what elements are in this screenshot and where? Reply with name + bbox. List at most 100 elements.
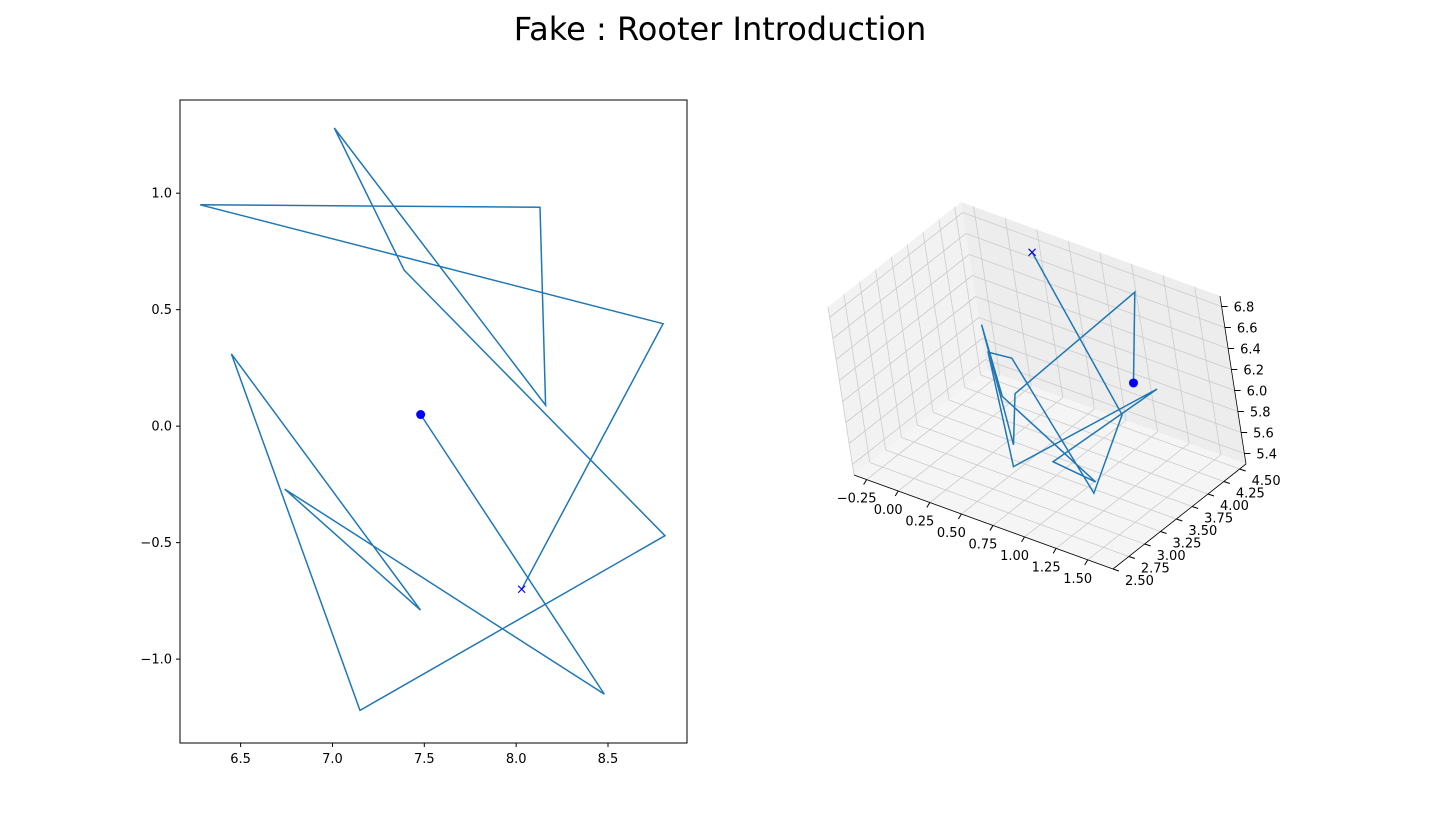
grid-line bbox=[827, 306, 855, 476]
grid-line bbox=[978, 317, 1239, 412]
x-tick-label: 7.0 bbox=[322, 752, 343, 767]
grid-line bbox=[975, 296, 1235, 391]
start-marker-3d bbox=[1128, 378, 1138, 388]
grid-line bbox=[1067, 240, 1095, 410]
y-tick bbox=[1144, 543, 1151, 547]
left-2d-axes: 6.5 7.0 7.5 8.0 8.5 −1.0 −0.5 0.0 0.5 1.0 bbox=[140, 99, 688, 767]
grid-line bbox=[968, 254, 1229, 349]
x-tick-label: 0.50 bbox=[937, 526, 966, 541]
y-tick-label: 4.50 bbox=[1252, 474, 1281, 489]
z-tick-label: 5.4 bbox=[1256, 448, 1277, 463]
y-tick bbox=[1239, 468, 1246, 472]
pane-back bbox=[961, 202, 1246, 464]
grid-line bbox=[835, 254, 970, 360]
y-tick bbox=[1223, 481, 1230, 484]
start-marker bbox=[416, 410, 426, 420]
x-tick-label: 6.5 bbox=[230, 752, 251, 767]
grid-line bbox=[933, 412, 1193, 507]
grid-line bbox=[901, 437, 1161, 532]
z-tick-label: 6.6 bbox=[1237, 322, 1258, 337]
grid-line bbox=[869, 462, 1129, 557]
y-tick bbox=[1112, 568, 1120, 572]
y-tick-label: −0.5 bbox=[140, 536, 172, 551]
series-line-3d bbox=[980, 251, 1158, 495]
z-tick-label: 6.0 bbox=[1247, 385, 1268, 400]
grid-line bbox=[981, 338, 1242, 433]
grid-line bbox=[842, 296, 976, 402]
grid-line bbox=[1162, 275, 1190, 444]
z-tick-label: 6.8 bbox=[1234, 301, 1255, 316]
y-tick-label: 3.50 bbox=[1188, 524, 1217, 539]
grid-line bbox=[832, 233, 967, 339]
grid-line bbox=[1036, 229, 1064, 398]
x-tick-label: 1.00 bbox=[1000, 549, 1029, 564]
right-3d-axes: −0.250.000.250.500.751.001.251.50 2.502.7… bbox=[827, 202, 1281, 589]
y-tick bbox=[1207, 493, 1215, 497]
grid-line bbox=[962, 212, 1222, 307]
y-tick-label: 0.0 bbox=[151, 420, 172, 435]
z-tick-label: 5.8 bbox=[1250, 406, 1271, 421]
grid-line bbox=[859, 281, 887, 451]
x-tick bbox=[1021, 536, 1025, 543]
x-tick-label: 1.50 bbox=[1063, 572, 1092, 587]
grid-line bbox=[1004, 217, 1032, 387]
grid-line bbox=[1099, 252, 1127, 421]
series-line bbox=[200, 127, 667, 712]
y-tick bbox=[1176, 518, 1183, 522]
grid-line bbox=[973, 206, 1001, 375]
grid-line bbox=[829, 212, 963, 318]
grid-line bbox=[972, 275, 1232, 370]
grid-line bbox=[843, 294, 871, 463]
grid-line bbox=[938, 219, 966, 388]
x-tick-label: 1.25 bbox=[1032, 560, 1061, 575]
grid-line bbox=[954, 206, 982, 376]
grid-line bbox=[875, 269, 902, 438]
grid-line bbox=[1131, 263, 1158, 432]
grid-line bbox=[965, 233, 1226, 328]
grid-line bbox=[964, 387, 1224, 482]
y-tick-label: 3.75 bbox=[1204, 512, 1233, 527]
x-tick-label: 0.75 bbox=[968, 537, 997, 552]
grid-line bbox=[922, 231, 950, 401]
y-tick-label: 3.00 bbox=[1157, 549, 1186, 564]
x-axis-line bbox=[853, 474, 1114, 570]
y-tick bbox=[1192, 506, 1199, 509]
x-tick-label: 0.00 bbox=[874, 503, 903, 518]
grid-line bbox=[852, 359, 986, 465]
figure-title: Fake : Rooter Introduction bbox=[513, 10, 927, 48]
end-marker-3d bbox=[1028, 248, 1037, 257]
x-tick-label: −0.25 bbox=[837, 492, 877, 507]
y-tick-label: 3.25 bbox=[1173, 537, 1202, 552]
x-tick bbox=[894, 490, 899, 497]
x-tick-label: 7.5 bbox=[414, 752, 435, 767]
y-tick-label: 4.00 bbox=[1220, 499, 1249, 514]
z-axis-line bbox=[1219, 295, 1247, 465]
grid-line bbox=[890, 256, 918, 426]
z-tick-label: 6.2 bbox=[1243, 364, 1264, 379]
x-tick bbox=[957, 513, 962, 520]
x-tick bbox=[1052, 548, 1057, 554]
end-marker-stroke bbox=[517, 585, 526, 594]
grid-line bbox=[948, 399, 1209, 495]
y-tick-label: −1.0 bbox=[140, 653, 172, 668]
x-tick-label: 0.25 bbox=[905, 515, 934, 530]
end-marker bbox=[517, 585, 526, 594]
grid-line bbox=[839, 275, 973, 381]
y-tick-label: 2.50 bbox=[1125, 574, 1154, 589]
y-tick-label: 2.75 bbox=[1141, 562, 1170, 577]
y-tick bbox=[1128, 556, 1135, 559]
x-tick bbox=[1084, 559, 1089, 566]
pane-left bbox=[828, 202, 987, 475]
z-tick-label: 6.4 bbox=[1240, 343, 1261, 358]
x-tick-label: 8.5 bbox=[598, 752, 619, 767]
end-marker-stroke bbox=[1028, 248, 1037, 257]
x-tick-label: 8.0 bbox=[506, 752, 527, 767]
y-tick bbox=[1160, 531, 1167, 534]
x-tick bbox=[863, 479, 868, 485]
z-tick-label: 5.6 bbox=[1253, 427, 1274, 442]
grid-line bbox=[848, 338, 983, 444]
grid-line bbox=[985, 359, 1245, 454]
grid-line bbox=[906, 244, 934, 413]
grid-line bbox=[1194, 286, 1222, 455]
